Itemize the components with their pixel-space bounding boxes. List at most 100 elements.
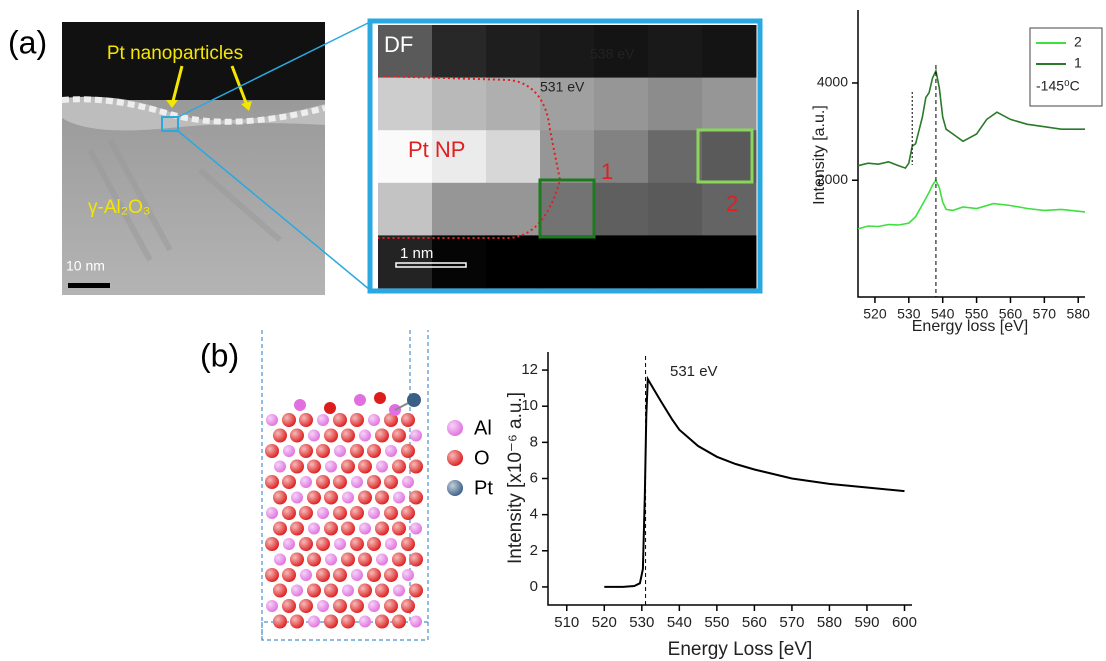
pixel	[432, 25, 487, 78]
df-title: DF	[384, 32, 413, 57]
annotation-label: 531 eV	[540, 79, 585, 95]
atom-shade	[325, 460, 337, 473]
pixel	[540, 235, 595, 289]
scale-bar-label: 10 nm	[66, 258, 105, 274]
atom-shade	[384, 568, 398, 582]
y-tick-label: 2000	[817, 171, 848, 187]
atom-shade	[299, 444, 313, 458]
pixel	[540, 25, 595, 78]
atom-shade	[409, 583, 423, 598]
atom	[294, 399, 306, 411]
pixel	[648, 130, 703, 184]
atom-shade	[273, 428, 287, 443]
legend-label: 1	[1074, 55, 1082, 71]
pixel	[486, 25, 541, 78]
panel-label: (b)	[200, 337, 239, 373]
atom-shade	[375, 428, 389, 443]
atom-shade	[299, 506, 313, 520]
y-tick-label: 12	[521, 361, 538, 378]
legend-label: Al	[474, 417, 492, 439]
atom-shade	[299, 599, 313, 613]
atom-shade	[392, 521, 406, 536]
x-tick-label: 530	[897, 306, 921, 322]
atom-shade	[367, 537, 381, 551]
pixel	[702, 77, 757, 131]
x-tick-label: 560	[999, 306, 1023, 322]
atom-shade	[325, 553, 337, 566]
pixel	[378, 77, 433, 131]
atom-shade	[384, 506, 398, 520]
atom-shade	[342, 491, 354, 504]
atom-shade	[273, 490, 287, 505]
atom-shade	[316, 537, 330, 551]
pixel	[702, 25, 757, 78]
pixel	[432, 235, 487, 289]
atom-shade	[282, 475, 296, 489]
box-label: 1	[601, 159, 613, 184]
data-line	[604, 375, 905, 588]
annotation-label: 531 eV	[670, 363, 718, 380]
atom	[324, 402, 336, 414]
atom-shade	[291, 491, 303, 504]
structure	[261, 330, 429, 641]
df-image	[378, 25, 757, 289]
panel-label: (a)	[8, 24, 47, 60]
substrate-label: γ-Al₂O₃	[88, 197, 151, 218]
atom-shade	[324, 490, 338, 505]
x-tick-label: 530	[629, 614, 654, 631]
atom-shade	[409, 552, 423, 567]
pixel	[378, 130, 433, 184]
legend-note: -145⁰C	[1036, 78, 1080, 94]
legend-label: O	[474, 447, 490, 469]
atom-shade	[384, 413, 398, 427]
atom-shade	[342, 584, 354, 597]
atom-shade	[317, 414, 329, 426]
box-label: 2	[726, 191, 738, 216]
pixel	[702, 182, 757, 236]
atom-shade	[376, 460, 388, 473]
atom-shade	[401, 537, 415, 551]
atom-shade	[266, 507, 278, 519]
atom-shade	[333, 568, 347, 582]
atom-shade	[368, 507, 380, 519]
pixel	[594, 77, 649, 131]
y-tick-label: 8	[530, 433, 538, 450]
atom-shade	[300, 569, 312, 581]
atom-shade	[341, 552, 355, 567]
pixel	[378, 25, 433, 78]
atom-shade	[375, 490, 389, 505]
atom-shade	[308, 429, 320, 442]
df-overlay: DF Pt NP 1 2 1 nm	[367, 18, 763, 294]
x-tick-label: 560	[742, 614, 767, 631]
atom-shade	[265, 444, 279, 458]
atom-shade	[324, 428, 338, 443]
x-axis-label: Energy loss [eV]	[912, 318, 1029, 335]
pixel	[594, 25, 649, 78]
pixel	[432, 77, 487, 131]
atom-shade	[282, 506, 296, 520]
atom-shade	[307, 490, 321, 505]
y-tick-label: 6	[530, 469, 538, 486]
atom-shade	[392, 459, 406, 474]
atom-shade	[376, 553, 388, 566]
atom-shade	[358, 459, 372, 474]
atom-shade	[359, 615, 371, 628]
atom-shade	[316, 475, 330, 489]
atom-shade	[308, 522, 320, 535]
x-tick-label: 550	[965, 306, 989, 322]
atom-shade	[401, 413, 415, 427]
atom-shade	[333, 475, 347, 489]
pixel	[648, 77, 703, 131]
atom-shade	[341, 459, 355, 474]
atom-shade	[367, 568, 381, 582]
atom-shade	[410, 429, 422, 442]
atom-shade	[392, 428, 406, 443]
x-axis-label: Energy Loss [eV]	[668, 639, 813, 660]
atom-shade	[334, 445, 346, 457]
atom-shade	[290, 459, 304, 474]
pixel	[702, 130, 757, 184]
atom-shade	[393, 584, 405, 597]
x-tick-label: 580	[1067, 306, 1091, 322]
atom-shade	[350, 537, 364, 551]
